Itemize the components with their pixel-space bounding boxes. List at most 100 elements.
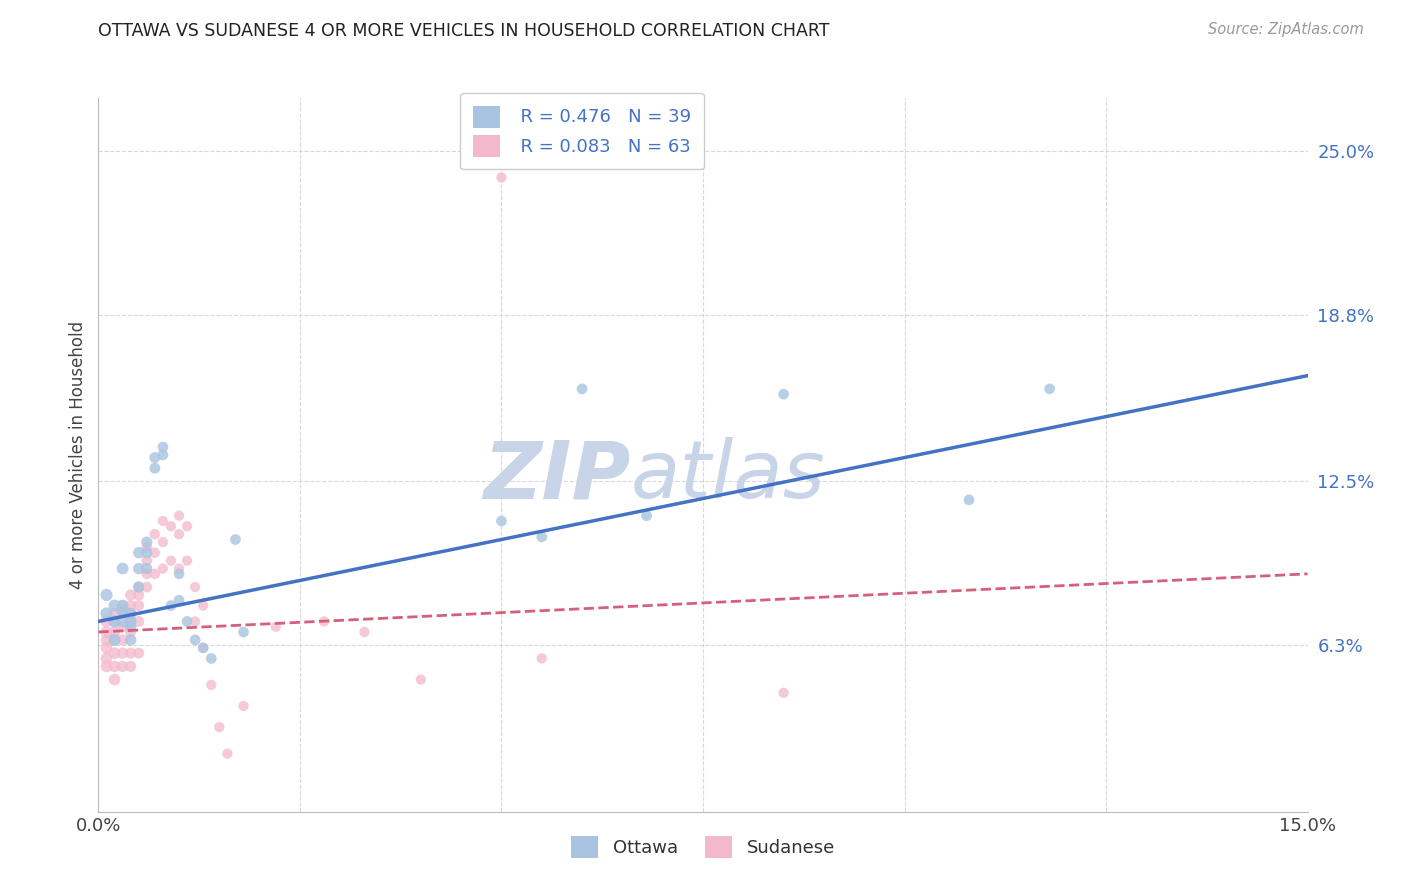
Point: [152, 535, 174, 549]
Point: [160, 519, 183, 533]
Point: [957, 492, 980, 507]
Point: [128, 580, 150, 594]
Point: [96, 632, 118, 647]
Point: [120, 615, 142, 629]
Point: [111, 620, 134, 634]
Point: [103, 625, 125, 640]
Point: [96, 651, 118, 665]
Point: [103, 607, 125, 621]
Point: [111, 659, 134, 673]
Point: [96, 659, 118, 673]
Point: [120, 625, 142, 640]
Point: [135, 566, 157, 581]
Point: [120, 588, 142, 602]
Point: [111, 599, 134, 613]
Point: [200, 678, 222, 692]
Point: [103, 632, 125, 647]
Point: [120, 607, 142, 621]
Point: [193, 599, 215, 613]
Point: [530, 651, 553, 665]
Point: [167, 561, 190, 575]
Point: [120, 599, 142, 613]
Point: [208, 720, 231, 734]
Point: [111, 615, 134, 629]
Point: [135, 535, 157, 549]
Point: [103, 632, 125, 647]
Point: [152, 448, 174, 462]
Point: [143, 527, 166, 541]
Point: [232, 698, 254, 713]
Legend: Ottawa, Sudanese: Ottawa, Sudanese: [562, 827, 844, 867]
Point: [120, 607, 142, 621]
Point: [96, 607, 118, 621]
Point: [111, 632, 134, 647]
Point: [224, 533, 246, 547]
Point: [184, 615, 207, 629]
Point: [128, 561, 150, 575]
Point: [103, 615, 125, 629]
Point: [128, 546, 150, 560]
Point: [193, 640, 215, 655]
Point: [135, 554, 157, 568]
Point: [103, 599, 125, 613]
Point: [160, 599, 183, 613]
Point: [143, 450, 166, 465]
Point: [1039, 382, 1062, 396]
Point: [167, 593, 190, 607]
Point: [135, 541, 157, 555]
Point: [135, 580, 157, 594]
Point: [135, 561, 157, 575]
Point: [103, 659, 125, 673]
Point: [193, 640, 215, 655]
Point: [409, 673, 432, 687]
Point: [111, 646, 134, 660]
Point: [167, 527, 190, 541]
Point: [160, 554, 183, 568]
Text: atlas: atlas: [630, 437, 825, 516]
Point: [772, 387, 794, 401]
Point: [128, 580, 150, 594]
Point: [111, 607, 134, 621]
Point: [264, 620, 287, 634]
Point: [167, 566, 190, 581]
Point: [184, 632, 207, 647]
Point: [353, 625, 375, 640]
Point: [143, 546, 166, 560]
Point: [120, 615, 142, 629]
Point: [103, 673, 125, 687]
Point: [143, 461, 166, 475]
Point: [200, 651, 222, 665]
Point: [120, 659, 142, 673]
Point: [96, 588, 118, 602]
Point: [184, 580, 207, 594]
Point: [96, 625, 118, 640]
Text: Source: ZipAtlas.com: Source: ZipAtlas.com: [1208, 22, 1364, 37]
Point: [176, 554, 198, 568]
Point: [491, 514, 513, 528]
Point: [135, 546, 157, 560]
Point: [128, 599, 150, 613]
Point: [128, 588, 150, 602]
Point: [772, 686, 794, 700]
Point: [571, 382, 593, 396]
Point: [143, 566, 166, 581]
Point: [103, 615, 125, 629]
Point: [120, 620, 142, 634]
Point: [111, 604, 134, 618]
Point: [111, 561, 134, 575]
Point: [120, 646, 142, 660]
Point: [120, 632, 142, 647]
Point: [103, 646, 125, 660]
Point: [152, 514, 174, 528]
Point: [176, 519, 198, 533]
Point: [176, 615, 198, 629]
Point: [217, 747, 239, 761]
Point: [232, 625, 254, 640]
Point: [152, 440, 174, 454]
Point: [636, 508, 658, 523]
Point: [96, 615, 118, 629]
Y-axis label: 4 or more Vehicles in Household: 4 or more Vehicles in Household: [69, 321, 87, 589]
Point: [111, 599, 134, 613]
Text: ZIP: ZIP: [484, 437, 630, 516]
Point: [152, 561, 174, 575]
